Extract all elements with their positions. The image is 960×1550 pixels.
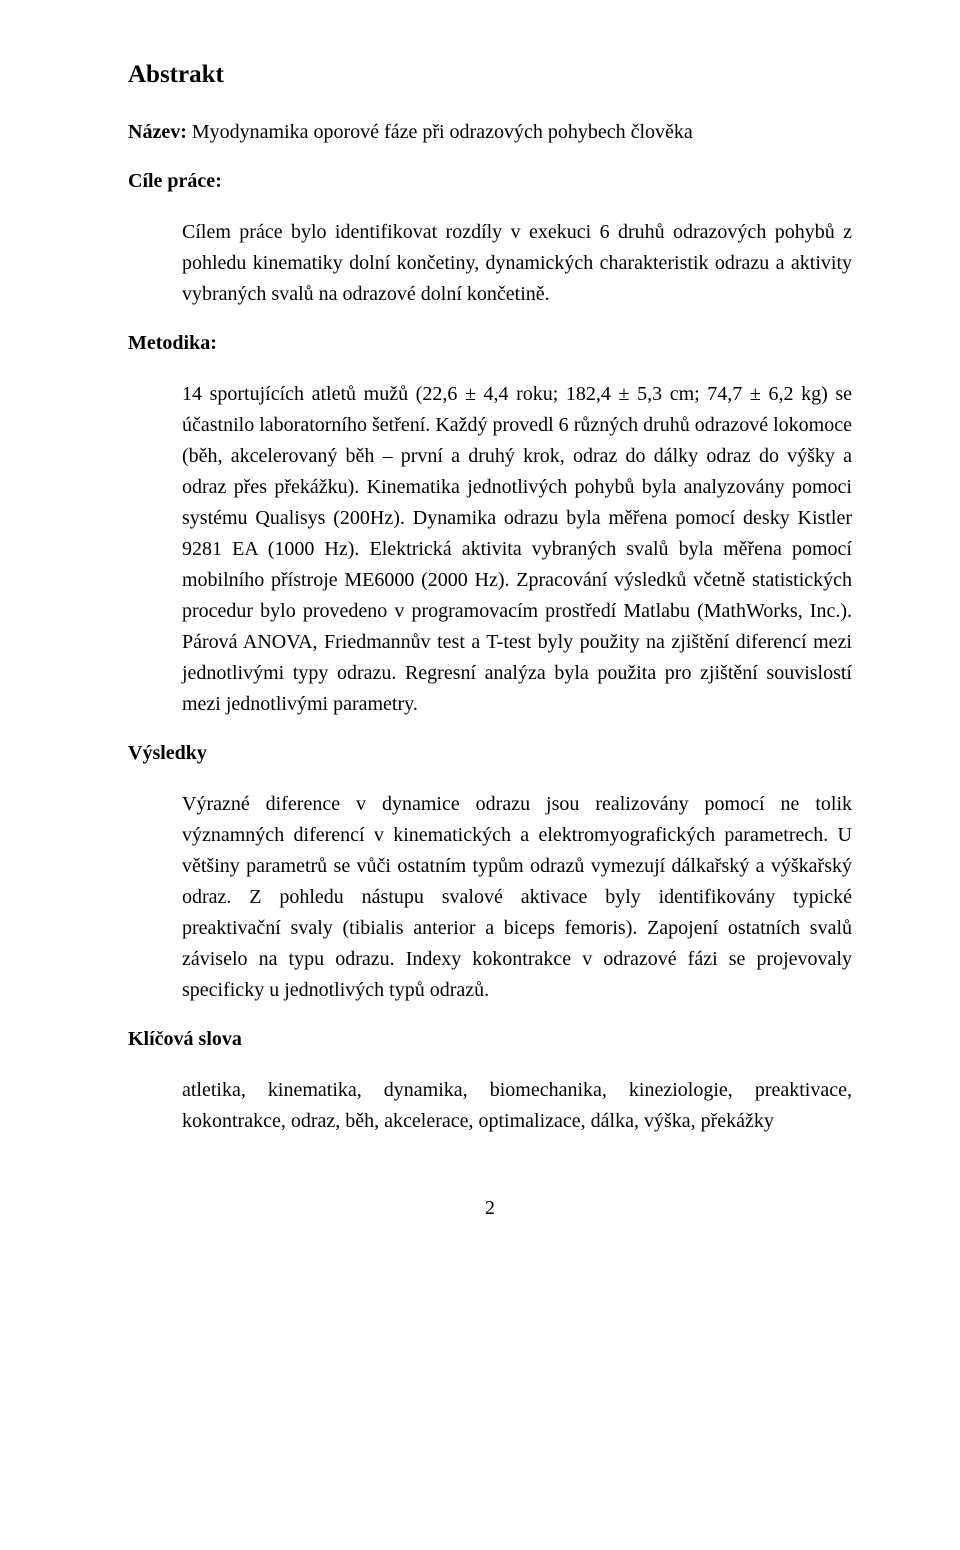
results-text: Výrazné diference v dynamice odrazu jsou… bbox=[182, 789, 852, 1006]
aims-label: Cíle práce: bbox=[128, 166, 852, 197]
methods-text: 14 sportujících atletů mužů (22,6 ± 4,4 … bbox=[182, 379, 852, 720]
title-line: Název: Myodynamika oporové fáze při odra… bbox=[128, 117, 852, 148]
keywords-text: atletika, kinematika, dynamika, biomecha… bbox=[182, 1075, 852, 1137]
abstract-heading: Abstrakt bbox=[128, 56, 852, 95]
title-text: Myodynamika oporové fáze při odrazových … bbox=[187, 121, 693, 143]
page-number: 2 bbox=[128, 1193, 852, 1224]
aims-text: Cílem práce bylo identifikovat rozdíly v… bbox=[182, 217, 852, 310]
results-label: Výsledky bbox=[128, 738, 852, 769]
keywords-label: Klíčová slova bbox=[128, 1024, 852, 1055]
title-label: Název: bbox=[128, 121, 187, 143]
methods-label: Metodika: bbox=[128, 328, 852, 359]
